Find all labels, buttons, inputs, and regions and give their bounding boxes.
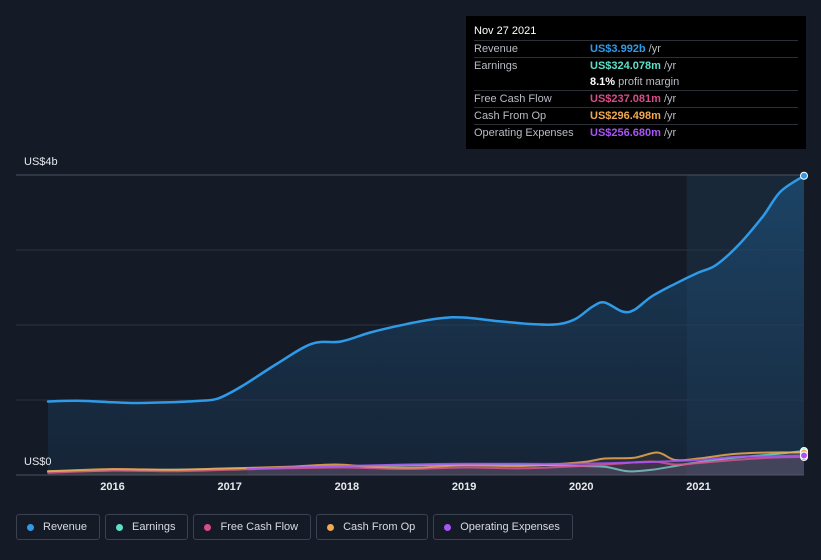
tooltip-row-unit: /yr [663,60,677,72]
tooltip-row: 8.1% profit margin [474,74,798,90]
legend-dot-icon [27,523,34,531]
legend-item-earnings[interactable]: Earnings [105,514,189,540]
series-endpoint-operating-expenses [800,451,808,460]
y-axis-bottom-label: US$0 [24,456,52,468]
x-tick-label: 2019 [451,481,477,493]
tooltip-row-unit: /yr [663,93,677,105]
legend-dot-icon [444,523,452,531]
legend: Revenue Earnings Free Cash Flow Cash From O… [16,514,573,542]
tooltip-row: Revenue US$3.992b/yr [474,40,798,57]
series-line-cash-from-op [47,451,805,473]
tooltip-row-unit: profit margin [618,76,680,88]
series-area-revenue [48,175,804,476]
tooltip-row: Free Cash Flow US$237.081m/yr [474,90,798,107]
legend-label: Cash From Op [343,521,416,533]
legend-label: Earnings [132,521,176,533]
x-tick-label: 2016 [100,481,125,493]
legend-item-operating-expenses[interactable]: Operating Expenses [433,514,573,540]
legend-dot-icon [204,523,212,531]
legend-item-free-cash-flow[interactable]: Free Cash Flow [193,514,312,540]
series-endpoint-revenue [800,171,808,180]
tooltip-row-unit: /yr [648,43,661,55]
legend-dot-icon [327,523,335,531]
series-area-operating-expenses [247,455,805,475]
tooltip-row: Earnings US$324.078m/yr [474,57,798,74]
tooltip-row-label: Free Cash Flow [474,93,552,105]
y-axis-top-label: US$4b [24,156,58,168]
tooltip-row: Operating Expenses US$256.680m/yr [474,124,798,141]
x-tick-label: 2021 [686,481,711,493]
tooltip-row-value: US$237.081m [590,93,661,105]
series-line-operating-expenses [246,454,805,470]
tooltip-date: Nov 27 2021 [474,25,537,37]
legend-item-cash-from-op[interactable]: Cash From Op [316,514,429,540]
tooltip-row-unit: /yr [663,127,677,139]
tooltip-row-value: US$324.078m [590,60,661,72]
x-tick-label: 2018 [334,481,360,493]
x-tick-label: 2017 [217,481,242,493]
tooltip-row-label: Cash From Op [474,110,547,122]
tooltip: Nov 27 2021 Revenue US$3.992b/yr Earnings U… [466,16,806,149]
tooltip-row: Cash From Op US$296.498m/yr [474,107,798,124]
tooltip-row-label: Earnings [474,60,518,72]
tooltip-row-value: US$256.680m [590,127,661,139]
tooltip-row-unit: /yr [663,110,677,122]
series-area-cash-from-op [48,452,804,475]
legend-dot-icon [116,523,124,531]
x-tick-label: 2020 [569,481,594,493]
tooltip-row-label: Operating Expenses [474,127,574,139]
tooltip-row-label: Revenue [474,43,519,55]
legend-label: Free Cash Flow [220,521,299,533]
series-line-free-cash-flow [47,456,805,474]
legend-label: Revenue [43,521,88,533]
tooltip-row-value: US$3.992b [590,43,646,55]
tooltip-row-value: 8.1% [590,76,616,88]
tooltip-row-value: US$296.498m [590,110,661,122]
legend-item-revenue[interactable]: Revenue [16,514,101,540]
series-line-revenue [46,174,806,405]
legend-label: Operating Expenses [460,521,560,533]
